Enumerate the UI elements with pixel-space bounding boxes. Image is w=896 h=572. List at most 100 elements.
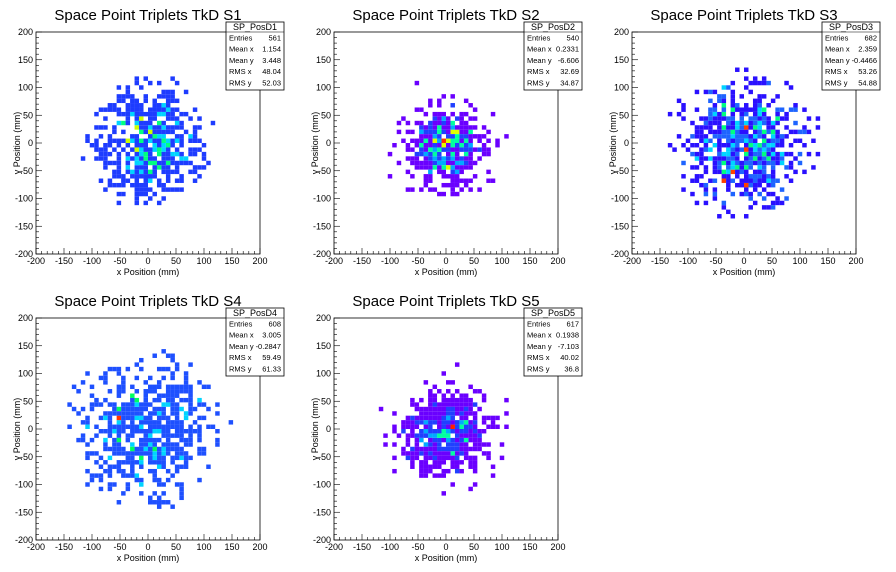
- histogram-bin: [450, 143, 455, 148]
- histogram-bin: [703, 182, 709, 188]
- histogram-bin: [387, 174, 393, 179]
- histogram-bin: [85, 420, 90, 425]
- histogram-bin: [437, 143, 442, 148]
- histogram-bin: [414, 143, 420, 148]
- histogram-bin: [414, 165, 420, 170]
- histogram-bin: [432, 151, 438, 157]
- histogram-bin: [156, 464, 162, 469]
- histogram-bin: [712, 178, 718, 183]
- histogram-bin: [490, 111, 496, 117]
- stats-value: 40.02: [560, 353, 579, 362]
- histogram-bin: [161, 411, 166, 416]
- histogram-bin: [174, 420, 180, 425]
- histogram-bin: [192, 429, 198, 434]
- histogram-bin: [441, 125, 446, 130]
- histogram-bin: [481, 393, 487, 398]
- histogram-bin: [152, 424, 157, 429]
- histogram-bin: [410, 429, 415, 434]
- histogram-bin: [174, 147, 180, 152]
- histogram-bin: [472, 389, 478, 394]
- histogram-bin: [410, 415, 415, 421]
- histogram-bin: [179, 495, 184, 501]
- histogram-bin: [450, 406, 455, 412]
- histogram-bin: [161, 375, 166, 381]
- histogram-bin: [446, 406, 451, 412]
- histogram-bin: [401, 429, 406, 434]
- histogram-bin: [134, 120, 140, 126]
- histogram-bin: [192, 107, 198, 112]
- histogram-bin: [139, 429, 144, 434]
- histogram-bin: [428, 420, 433, 425]
- histogram-bin: [481, 420, 487, 425]
- histogram-bin: [432, 433, 438, 438]
- histogram-plot-3: Space Point Triplets TkD S3-200 -150 -100-…: [608, 7, 881, 277]
- histogram-bin: [437, 169, 442, 175]
- histogram-bin: [134, 111, 140, 117]
- histogram-bin: [174, 411, 180, 416]
- histogram-bin: [752, 200, 758, 206]
- histogram-bin: [477, 389, 482, 394]
- stats-label: RMS y: [229, 78, 252, 87]
- histogram-bin: [80, 420, 86, 425]
- histogram-bin: [161, 460, 166, 465]
- histogram-bin: [383, 433, 388, 438]
- histogram-bin: [694, 129, 700, 135]
- histogram-bin: [67, 424, 72, 429]
- histogram-bin: [112, 129, 117, 135]
- histogram-bin: [139, 125, 144, 130]
- histogram-bin: [121, 402, 126, 407]
- histogram-bin: [685, 138, 691, 143]
- histogram-bin: [71, 384, 77, 390]
- histogram-bin: [174, 393, 180, 398]
- histogram-bin: [148, 500, 153, 505]
- histogram-bin: [468, 147, 473, 152]
- histogram-bin: [486, 455, 491, 461]
- histogram-bin: [459, 138, 464, 143]
- histogram-bin: [472, 468, 478, 474]
- histogram-bin: [766, 160, 771, 166]
- y-tick-label: -200: [15, 249, 33, 259]
- histogram-bin: [85, 482, 90, 487]
- histogram-bin: [432, 437, 438, 443]
- histogram-bin: [463, 406, 469, 412]
- histogram-bin: [437, 151, 442, 157]
- histogram-bin: [179, 120, 184, 126]
- histogram-bin: [770, 200, 776, 206]
- histogram-bin: [179, 455, 184, 461]
- histogram-bin: [152, 134, 157, 139]
- x-tick-label: -100: [83, 256, 101, 266]
- histogram-bin: [490, 464, 496, 469]
- histogram-bin: [161, 464, 166, 469]
- histogram-bin: [152, 156, 157, 161]
- histogram-bin: [188, 160, 193, 166]
- histogram-bin: [143, 94, 148, 99]
- x-tick-label: -200: [325, 256, 343, 266]
- histogram-bin: [98, 486, 104, 492]
- histogram-bin: [437, 125, 442, 130]
- histogram-bin: [694, 134, 700, 139]
- histogram-bin: [757, 129, 762, 135]
- histogram-bin: [134, 160, 140, 166]
- histogram-bin: [441, 147, 446, 152]
- histogram-bin: [103, 468, 108, 474]
- histogram-bin: [757, 80, 762, 86]
- histogram-bin: [788, 151, 794, 157]
- y-tick-label: 150: [316, 55, 331, 65]
- histogram-bin: [744, 134, 749, 139]
- histogram-bin: [170, 89, 175, 95]
- histogram-bin: [419, 451, 424, 456]
- histogram-bin: [148, 402, 153, 407]
- histogram-bin: [468, 486, 473, 492]
- histogram-bin: [676, 111, 682, 117]
- histogram-bin: [183, 437, 189, 443]
- x-tick-label: -50: [709, 256, 722, 266]
- histogram-bin: [690, 143, 695, 148]
- y-tick-label: -50: [318, 452, 331, 462]
- histogram-bin: [744, 129, 749, 135]
- histogram-bin: [125, 424, 131, 429]
- histogram-bin: [419, 468, 424, 474]
- histogram-bin: [454, 134, 460, 139]
- stats-name: SP_PosD2: [531, 22, 575, 32]
- histogram-bin: [699, 116, 704, 121]
- x-tick-label: -200: [27, 256, 45, 266]
